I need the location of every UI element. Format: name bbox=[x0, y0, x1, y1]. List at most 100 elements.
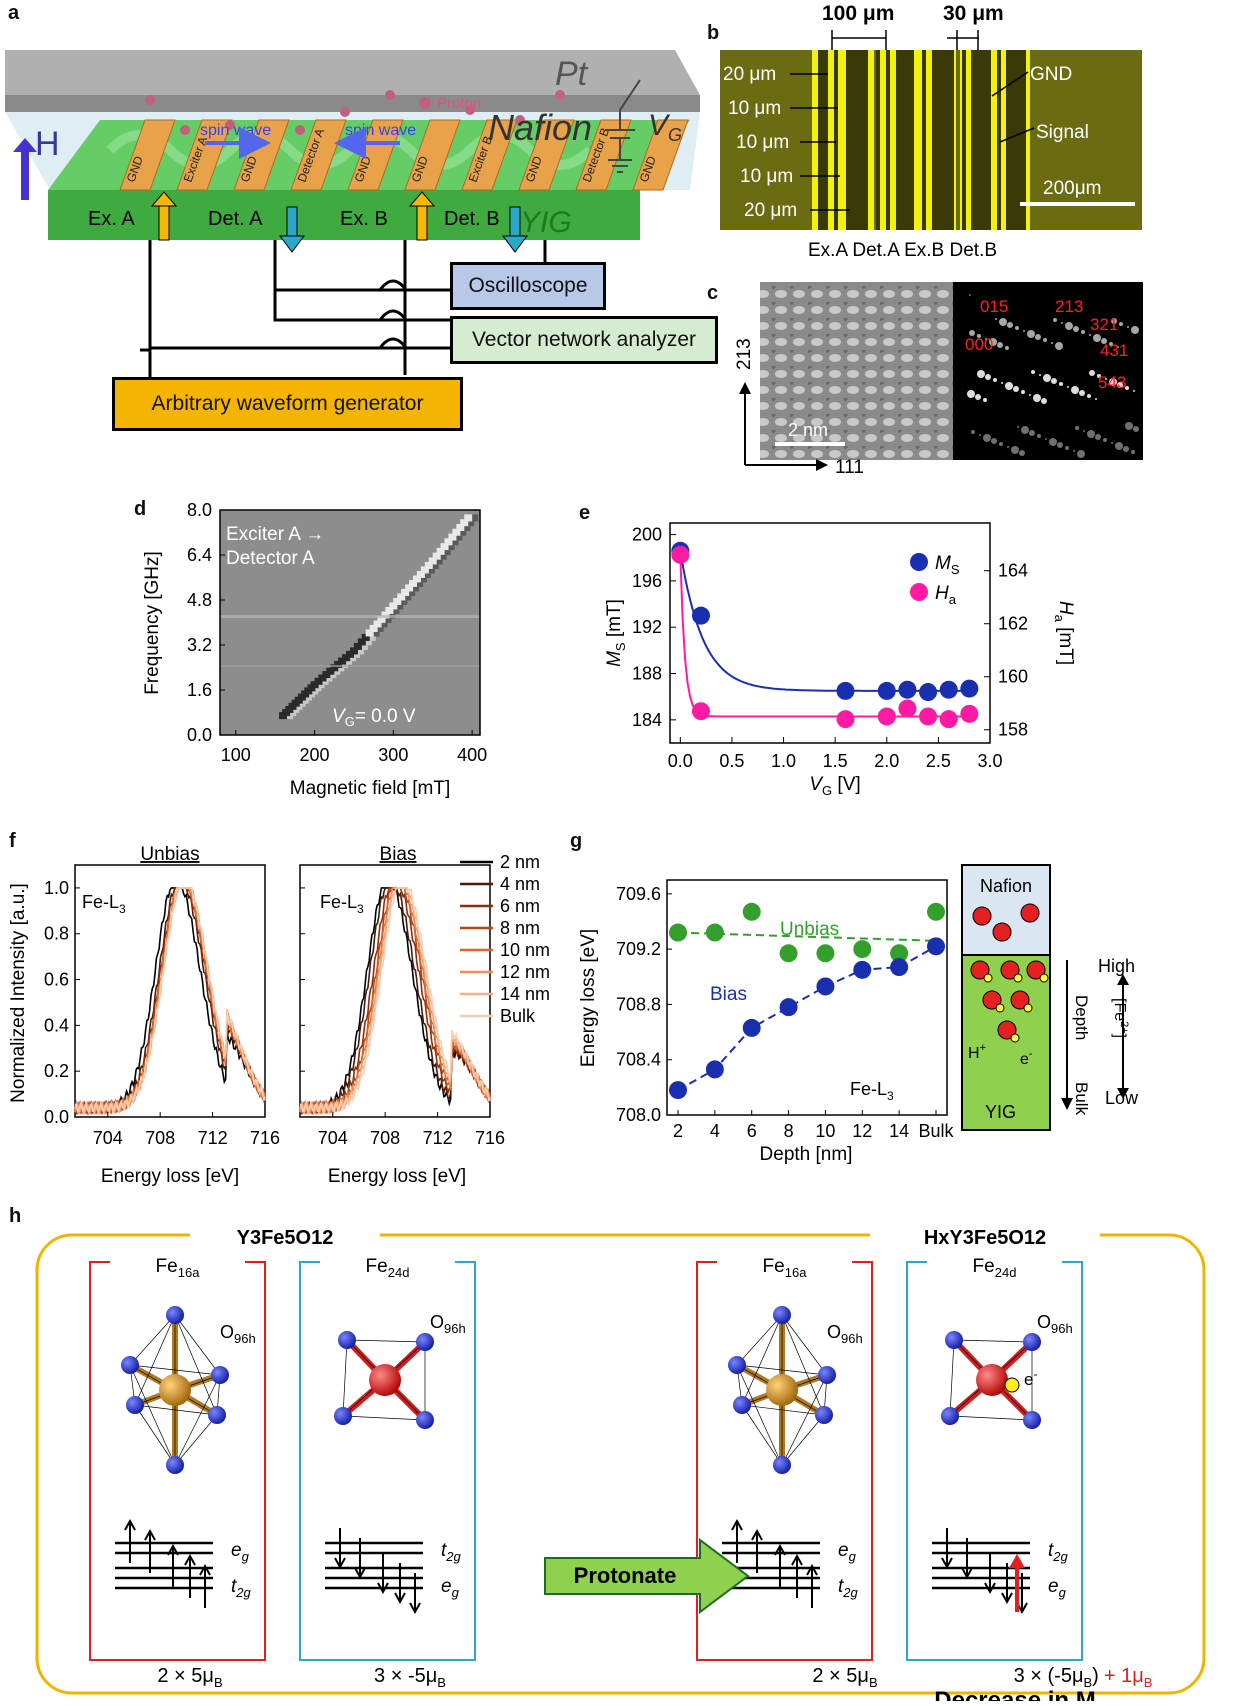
vna-box: Vector network analyzer bbox=[450, 316, 718, 364]
site-frame bbox=[299, 1261, 476, 1661]
fft-spot bbox=[1041, 398, 1047, 404]
proton-dot bbox=[970, 960, 990, 980]
spin-arrow-tip bbox=[354, 1567, 366, 1580]
site-label: Fe16a bbox=[763, 1256, 808, 1280]
y-tick-label: 0.0 bbox=[44, 1107, 69, 1127]
ridge-cell bbox=[428, 557, 438, 565]
fft-spot bbox=[1015, 326, 1019, 330]
bias-point bbox=[742, 1018, 761, 1037]
x-tick-label: 704 bbox=[93, 1128, 123, 1148]
heatmap-title-2: Detector A bbox=[226, 548, 315, 569]
polyhedron-edge bbox=[174, 1314, 221, 1376]
proton-dot bbox=[1020, 903, 1040, 923]
fft-spot bbox=[1031, 370, 1035, 374]
ridge-cell bbox=[393, 606, 400, 614]
ridge-cell bbox=[357, 647, 364, 655]
proton-label: Proton bbox=[437, 95, 481, 112]
orbital-label: eg bbox=[441, 1576, 460, 1600]
fft-spot bbox=[995, 318, 997, 320]
fft-spot bbox=[991, 438, 997, 444]
gap-line bbox=[834, 50, 838, 230]
y-tick-label: 188 bbox=[632, 664, 662, 684]
fft-spot bbox=[967, 390, 975, 398]
fft-spot bbox=[983, 434, 991, 442]
ridge-cell bbox=[456, 523, 466, 531]
electrode-strip bbox=[119, 119, 176, 191]
ridge-cell bbox=[365, 629, 375, 637]
legend-label: 6 nm bbox=[500, 896, 540, 916]
decrease-ms-label: Decrease in MS bbox=[934, 1687, 1105, 1701]
unbias-point bbox=[705, 923, 724, 942]
ms-ha-chart: 0.0 0.5 1.0 1.5 2.0 2.5 3.0 184 188 192 196 200 158 1… bbox=[604, 522, 1076, 798]
orbital-label: t2g bbox=[441, 1540, 462, 1564]
fft-spot bbox=[1079, 390, 1085, 396]
x-axis-label-bias: Energy loss [eV] bbox=[328, 1166, 466, 1187]
crystal-axes bbox=[744, 390, 820, 466]
fft-spot bbox=[1071, 386, 1079, 394]
spin-arrow-tip bbox=[167, 1543, 179, 1556]
tem-images: 2 nm 000 015 213 321 431 543 111 213 bbox=[734, 282, 1143, 478]
polyhedron-edge bbox=[129, 1364, 176, 1466]
ms-fit-curve bbox=[679, 550, 970, 692]
site-frame bbox=[696, 1261, 873, 1661]
oxygen-atom bbox=[121, 1356, 139, 1374]
bias-point bbox=[669, 1081, 687, 1100]
svg-text:Protonate: Protonate bbox=[574, 1563, 677, 1588]
ridge-cell bbox=[464, 523, 471, 531]
x-tick-label: 0.5 bbox=[719, 751, 744, 771]
fft-spot bbox=[1131, 326, 1139, 334]
polyhedron-edge bbox=[736, 1364, 828, 1376]
ridge-cell bbox=[440, 552, 447, 560]
fft-spot bbox=[997, 342, 1003, 348]
ridge-cell bbox=[424, 570, 431, 578]
fft-spot bbox=[1051, 378, 1057, 384]
dim-label-1: 20 μm bbox=[723, 64, 776, 85]
ridge-cell bbox=[440, 543, 450, 551]
ridge-cell bbox=[405, 584, 415, 592]
y-tick-label: 0.8 bbox=[44, 924, 69, 944]
proton-dot bbox=[340, 107, 350, 117]
ridge-cell bbox=[377, 615, 387, 623]
x-tick-label: 200 bbox=[300, 745, 330, 765]
oxygen-label: O96h bbox=[1037, 1312, 1073, 1336]
fft-spot bbox=[1065, 446, 1069, 450]
ms-point bbox=[939, 680, 958, 699]
polyhedron-edge bbox=[346, 1339, 426, 1343]
fft-spot bbox=[1115, 442, 1123, 450]
x-tick-label: 0.0 bbox=[668, 751, 693, 771]
fft-spot bbox=[1027, 330, 1035, 338]
proton-dot bbox=[997, 1020, 1017, 1040]
ridge-cell bbox=[472, 514, 479, 522]
ha-point bbox=[671, 545, 690, 564]
polyhedron-edge bbox=[949, 1415, 1033, 1421]
width-30um-label: 30 μm bbox=[943, 2, 1004, 25]
y-axis-label: Frequency [GHz] bbox=[142, 551, 163, 695]
wiring bbox=[140, 240, 547, 377]
proton-dot bbox=[419, 97, 431, 109]
orbital-label: eg bbox=[231, 1540, 250, 1564]
spin-arrow-tip bbox=[941, 1557, 953, 1570]
gap-line bbox=[932, 50, 954, 230]
fft-spot bbox=[999, 318, 1007, 326]
fft-spot bbox=[977, 334, 981, 338]
y-right-tick-label: 160 bbox=[998, 667, 1028, 687]
battery-icon bbox=[605, 129, 635, 173]
fft-spot bbox=[1029, 430, 1035, 436]
ridge-cell bbox=[468, 519, 475, 527]
gap-line bbox=[818, 50, 828, 230]
ridge-cell bbox=[353, 642, 363, 650]
oxygen-atom bbox=[208, 1406, 226, 1424]
fft-spot bbox=[999, 442, 1003, 446]
fft-spot bbox=[1005, 382, 1013, 390]
proton-dot bbox=[145, 95, 155, 105]
ridge-cell bbox=[444, 547, 451, 555]
ridge-cell bbox=[373, 620, 383, 628]
eels-spectra: 704 708 712 716 0.0 0.2 0.4 0.6 0.8 1.0 704 708 712 7… bbox=[8, 844, 550, 1187]
ridge-cell bbox=[405, 593, 412, 601]
polyhedron-edge bbox=[781, 1374, 828, 1466]
pt-layer bbox=[5, 50, 700, 95]
spin-arrow-tip bbox=[791, 1553, 803, 1566]
scale-bar bbox=[1020, 202, 1135, 206]
ridge-cell bbox=[452, 538, 459, 546]
e-minus-label: e- bbox=[1020, 1048, 1033, 1068]
